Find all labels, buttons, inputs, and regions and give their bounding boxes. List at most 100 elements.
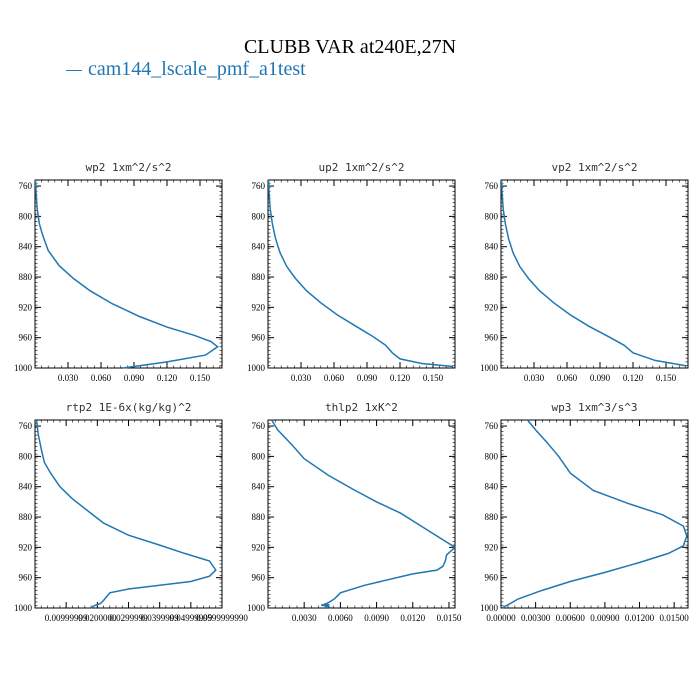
- x-tick-label: 0.090: [590, 373, 611, 383]
- series-line: [35, 419, 217, 609]
- legend: cam144_lscale_pmf_a1test: [66, 58, 306, 81]
- y-tick-label: 840: [252, 482, 266, 492]
- y-tick-label: 960: [485, 573, 499, 583]
- x-tick-label: 0.00000: [486, 613, 516, 623]
- y-tick-label: 1000: [247, 603, 266, 613]
- legend-label: cam144_lscale_pmf_a1test: [88, 58, 306, 80]
- y-tick-label: 1000: [14, 603, 33, 613]
- x-tick-label: 0.01200: [625, 613, 655, 623]
- x-tick-label: 0.060: [557, 373, 578, 383]
- y-tick-label: 880: [485, 272, 499, 282]
- plot-frame: [34, 419, 223, 609]
- y-tick-label: 880: [485, 512, 499, 522]
- x-tick-label: 0.0090: [364, 613, 389, 623]
- y-tick-label: 920: [19, 542, 33, 552]
- x-tick-label: 0.060: [91, 373, 112, 383]
- y-tick-label: 1000: [247, 363, 266, 373]
- x-tick-label: 0.04999999: [169, 613, 212, 623]
- x-tick-label: 0.120: [157, 373, 178, 383]
- x-tick-label: 0.0150: [437, 613, 462, 623]
- y-tick-label: 920: [252, 302, 266, 312]
- y-tick-label: 760: [485, 421, 499, 431]
- y-tick-label: 960: [19, 333, 33, 343]
- y-tick-label: 960: [252, 333, 266, 343]
- y-tick-label: 960: [252, 573, 266, 583]
- x-tick-label: 0.0299999: [109, 613, 148, 623]
- y-tick-label: 760: [19, 421, 33, 431]
- y-tick-label: 800: [19, 451, 33, 461]
- y-tick-label: 760: [252, 421, 266, 431]
- panel-title: vp2 1xm^2/s^2: [551, 161, 637, 174]
- y-tick-label: 920: [19, 302, 33, 312]
- y-tick-label: 880: [19, 512, 33, 522]
- series-line: [34, 179, 219, 369]
- panel-title: wp2 1xm^2/s^2: [85, 161, 171, 174]
- x-tick-label: 0.150: [656, 373, 677, 383]
- chart-panel: vp2 1xm^2/s^2 760 800 840 880 920 960 1000 0.030…: [480, 161, 689, 383]
- series-line: [267, 179, 453, 368]
- y-tick-label: 1000: [480, 603, 499, 613]
- chart-panel: thlp2 1xK^2 760 800 840 880 920 960 1000 0.0030 0…: [247, 401, 462, 623]
- y-tick-label: 760: [19, 181, 33, 191]
- y-tick-label: 1000: [480, 363, 499, 373]
- y-tick-label: 960: [19, 573, 33, 583]
- chart-panel: wp3 1xm^3/s^3 760 800 840 880 920 960 10000.000…: [480, 401, 689, 623]
- y-tick-label: 1000: [14, 363, 33, 373]
- panel-title: wp3 1xm^3/s^3: [551, 401, 637, 414]
- y-tick-label: 880: [252, 272, 266, 282]
- x-tick-label: 0.0599999990: [196, 613, 248, 623]
- y-tick-label: 760: [252, 181, 266, 191]
- x-tick-label: 0.00999999: [45, 613, 88, 623]
- y-tick-label: 760: [485, 181, 499, 191]
- y-tick-label: 920: [485, 542, 499, 552]
- x-tick-label: 0.00900: [590, 613, 620, 623]
- panel-title: thlp2 1xK^2: [325, 401, 398, 414]
- series-line: [270, 419, 457, 609]
- x-tick-label: 0.030: [58, 373, 79, 383]
- x-tick-label: 0.030: [291, 373, 312, 383]
- chart-panel: up2 1xm^2/s^2 760 800 840 880 920 960 1000 0.030…: [247, 161, 456, 383]
- y-tick-label: 880: [252, 512, 266, 522]
- x-tick-label: 0.120: [623, 373, 644, 383]
- y-tick-label: 920: [252, 542, 266, 552]
- series-line: [501, 419, 688, 609]
- x-tick-label: 0.0200000: [78, 613, 117, 623]
- x-tick-label: 0.00300: [521, 613, 551, 623]
- y-tick-label: 840: [485, 482, 499, 492]
- y-tick-label: 800: [485, 211, 499, 221]
- plot-frame: [34, 179, 223, 369]
- x-tick-label: 0.01500: [660, 613, 690, 623]
- y-tick-label: 840: [252, 242, 266, 252]
- plot-frame: [500, 419, 689, 609]
- chart-panel: wp2 1xm^2/s^2 760 800 840 880 920 960 1000 0.030…: [14, 161, 223, 383]
- panel-title: rtp2 1E-6x(kg/kg)^2: [66, 401, 192, 414]
- x-tick-label: 0.120: [390, 373, 411, 383]
- x-tick-label: 0.0030: [292, 613, 317, 623]
- y-tick-label: 800: [252, 451, 266, 461]
- plot-frame: [267, 419, 456, 609]
- plot-frame: [267, 179, 456, 369]
- series-line: [500, 179, 686, 367]
- y-tick-label: 800: [485, 451, 499, 461]
- legend-line-icon: [66, 69, 82, 71]
- x-tick-label: 0.0060: [328, 613, 353, 623]
- x-tick-label: 0.060: [324, 373, 345, 383]
- x-tick-label: 0.090: [124, 373, 145, 383]
- chart-panel: rtp2 1E-6x(kg/kg)^2 760 800 840 880 920 960 100…: [14, 401, 248, 623]
- x-tick-label: 0.030: [524, 373, 545, 383]
- y-tick-label: 800: [19, 211, 33, 221]
- x-tick-label: 0.090: [357, 373, 378, 383]
- figure-title: CLUBB VAR at240E,27N: [243, 36, 457, 58]
- plot-frame: [500, 179, 689, 369]
- y-tick-label: 840: [19, 242, 33, 252]
- x-tick-label: 0.150: [190, 373, 211, 383]
- y-tick-label: 960: [485, 333, 499, 343]
- x-tick-label: 0.00600: [556, 613, 586, 623]
- y-tick-label: 800: [252, 211, 266, 221]
- x-tick-label: 0.0120: [400, 613, 425, 623]
- y-tick-label: 880: [19, 272, 33, 282]
- x-tick-label: 0.150: [423, 373, 444, 383]
- y-tick-label: 840: [19, 482, 33, 492]
